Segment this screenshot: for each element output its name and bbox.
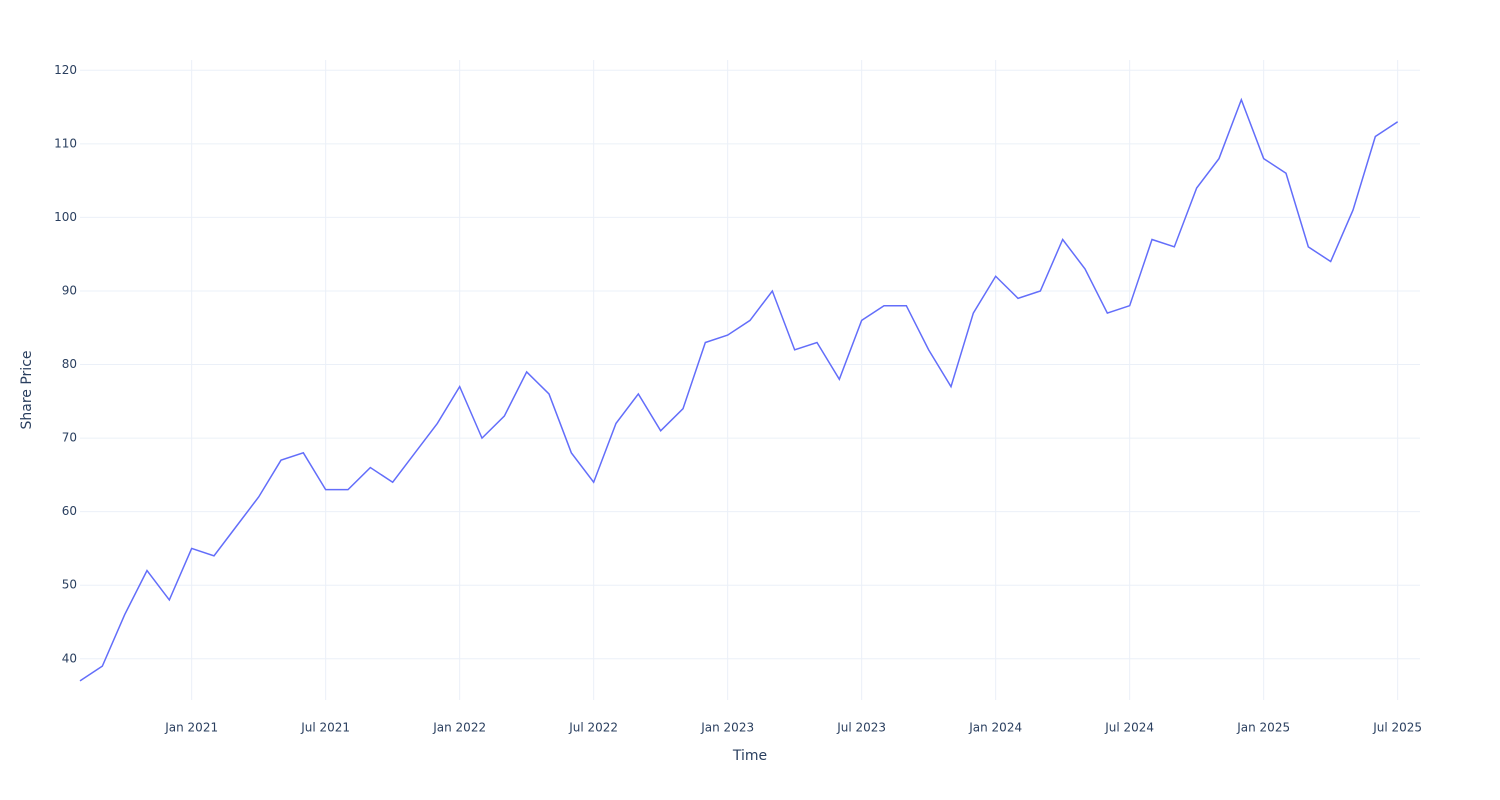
- y-axis-title: Share Price: [19, 350, 35, 429]
- x-tick-label: Jul 2022: [568, 721, 618, 735]
- x-tick-label: Jan 2024: [968, 721, 1022, 735]
- y-tick-label: 120: [54, 63, 77, 77]
- y-tick-label: 80: [62, 357, 77, 371]
- x-tick-label: Jul 2023: [836, 721, 886, 735]
- x-tick-label: Jul 2024: [1104, 721, 1154, 735]
- y-tick-label: 90: [62, 283, 77, 297]
- x-tick-label: Jan 2023: [700, 721, 754, 735]
- x-tick-label: Jan 2025: [1236, 721, 1290, 735]
- x-tick-label: Jan 2021: [164, 721, 218, 735]
- x-axis-title: Time: [732, 748, 767, 764]
- line: [79, 97, 1399, 682]
- x-tick-label: Jan 2022: [432, 721, 486, 735]
- y-tick-label: 70: [62, 431, 77, 445]
- x-tick-label: Jul 2021: [300, 721, 350, 735]
- y-tick-label: 100: [54, 210, 77, 224]
- x-tick-label: Jul 2025: [1372, 721, 1422, 735]
- y-tick-label: 40: [62, 651, 77, 665]
- y-tick-label: 50: [62, 578, 77, 592]
- y-tick-label: 60: [62, 504, 77, 518]
- y-tick-label: 110: [54, 136, 77, 150]
